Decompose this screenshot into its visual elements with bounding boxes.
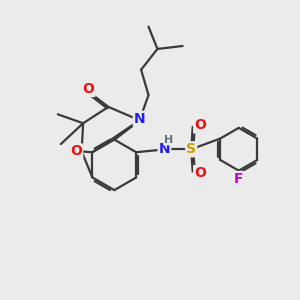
Text: F: F — [234, 172, 244, 186]
Text: O: O — [70, 145, 82, 158]
Text: H: H — [164, 135, 173, 145]
Text: N: N — [134, 112, 146, 126]
Text: S: S — [186, 142, 196, 156]
Text: O: O — [194, 118, 206, 133]
Text: N: N — [159, 142, 170, 156]
Text: O: O — [82, 82, 94, 96]
Text: O: O — [194, 166, 206, 180]
